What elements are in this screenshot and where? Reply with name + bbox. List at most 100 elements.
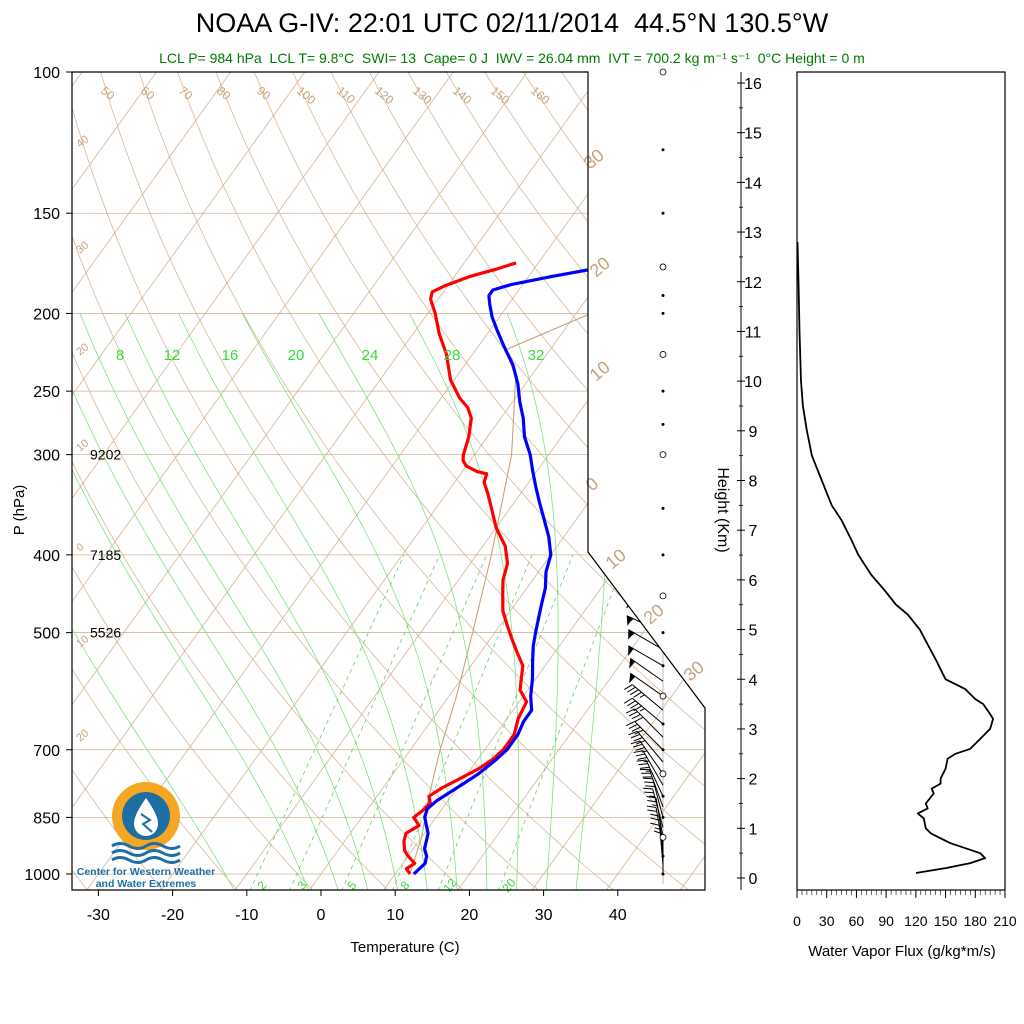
p-tick-label: 400 [33,548,60,565]
wind-staff-circle [659,692,667,700]
dry-adiabat [72,72,465,890]
dry-adiabat [445,72,705,890]
wind-barb [628,645,664,667]
logo-wave [111,842,181,850]
dry-adiabat [138,72,705,890]
y-axis-label: P (hPa) [11,485,28,536]
height-tick-label: 14 [744,175,762,192]
isotherm-label: 20 [586,253,614,281]
flux-tick-label: 120 [904,913,928,929]
mixing-ratio-line [249,554,405,890]
height-tick-label: 8 [749,474,758,491]
p-tick-label: 300 [33,448,60,465]
height-tick-label: 6 [749,573,758,590]
isotherm-line [531,72,705,890]
wind-staff-dot [661,553,665,557]
flux-tick-label: 60 [849,913,865,929]
isotherm-label: 10 [74,437,91,454]
wind-staff-dot [661,422,665,426]
mixing-ratio-bottom-label: 20 [499,876,519,895]
isotherm-label: 0 [74,541,86,554]
dry-adiabat [330,72,705,890]
isotherm-line [605,72,705,890]
isotherm-line [456,72,705,890]
wind-barb [623,269,664,282]
dry-adiabat [177,72,705,890]
height-label: 7185 [90,547,121,563]
dry-adiabat [369,72,705,890]
height-tick-label: 0 [749,871,758,888]
wind-staff-dot [661,722,665,726]
t-tick-label: -30 [87,907,110,924]
wind-barb [624,697,664,725]
isotherm-label: 30 [74,239,91,256]
isotherm-line [72,72,380,890]
dry-adiabat-label: 130 [410,84,435,108]
mixing-ratio-top-label: 32 [528,347,545,364]
chart-title: NOAA G-IV: 22:01 UTC 02/11/2014 44.5°N 1… [195,8,829,38]
height-tick-label: 10 [744,374,762,391]
wind-staff-circle [659,833,667,841]
height-tick-label: 2 [749,772,758,789]
wind-barb [623,383,664,396]
mixing-ratio-top-label: 16 [222,347,239,364]
moist-adiabat [124,313,399,890]
isotherm-label: 20 [74,341,91,358]
height-tick-label: 15 [744,126,762,143]
parcel-curve [409,72,705,875]
isotherm-line [72,72,306,890]
height-tick-label: 11 [745,324,762,341]
height-tick-label: 5 [749,623,758,640]
mixing-ratio-top-label: 24 [362,347,379,364]
t-tick-label: 20 [461,907,479,924]
dry-adiabat [522,72,705,890]
wind-staff-dot [661,664,665,668]
height-label: 9202 [90,447,121,463]
wind-barb [624,471,664,486]
flux-tick-label: 0 [793,913,801,929]
height-tick-label: 16 [744,76,762,93]
wind-barb [633,750,664,786]
mixing-ratio-top-label: 28 [444,347,461,364]
wind-staff-dot [661,311,665,315]
wind-staff-dot [661,148,665,152]
height-label: 5526 [90,625,121,641]
mixing-ratio-top-label: 12 [164,347,181,364]
p-tick-label: 250 [33,384,60,401]
flux-line [796,241,994,874]
isotherm-line [72,72,83,890]
mixing-ratio-top-label: 20 [288,347,305,364]
temperature-line [402,261,529,875]
wind-barb [639,768,664,808]
isotherm-label: 0 [582,473,603,495]
height-tick-label: 3 [749,722,758,739]
isotherm-line [0,72,8,891]
wind-barb [624,521,664,535]
x-axis-label: Temperature (C) [350,939,459,956]
dry-adiabat [253,72,705,890]
dry-adiabat [72,72,540,890]
height-tick-label: 9 [749,424,758,441]
moist-adiabat [318,313,488,890]
p-tick-label: 850 [33,810,60,827]
logo-wave [111,856,181,864]
t-tick-label: 40 [609,907,627,924]
chart-subtitle: LCL P= 984 hPa LCL T= 9.8°C SWI= 13 Cape… [159,50,865,66]
isotherm-label: 30 [580,145,608,173]
isotherm-line [72,72,231,890]
p-tick-label: 1000 [24,867,60,884]
wind-staff-dot [661,294,665,298]
height-tick-label: 12 [744,275,762,292]
flux-tick-label: 180 [964,913,988,929]
dry-adiabat-label: 50 [98,84,117,104]
mixing-ratio-line [437,554,574,890]
flux-tick-label: 210 [993,913,1017,929]
logo-text: Center for Western Weather and Water Ext… [66,866,226,890]
skew-background [0,72,705,891]
isotherm-label: 40 [74,133,91,150]
dry-adiabat-label: 90 [254,84,273,104]
wind-barb [643,777,664,818]
isotherm-line [72,72,454,890]
